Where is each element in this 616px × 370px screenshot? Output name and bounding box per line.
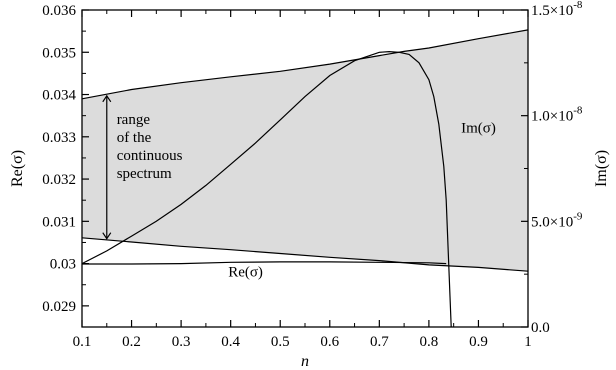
- y-right-axis-label: Im(σ): [593, 150, 610, 187]
- band-lower-edge: [81, 237, 529, 272]
- y-left-tick-label: 0.033: [42, 130, 76, 146]
- y-left-axis-label: Re(σ): [9, 150, 26, 187]
- x-tick-label: 0.2: [122, 334, 141, 350]
- range-label-line-2: of the: [117, 130, 152, 146]
- y-left-tick-label: 0.034: [42, 88, 76, 104]
- y-left-tick-label: 0.032: [42, 172, 76, 188]
- x-tick-label: 0.3: [172, 334, 191, 350]
- continuous-spectrum-band: [82, 29, 528, 272]
- x-tick-label: 1: [524, 334, 532, 350]
- y-right-tick-label: 0.0: [531, 320, 550, 336]
- y-right-tick-label: 1.5×10-8: [531, 0, 583, 19]
- x-tick-label: 0.1: [73, 334, 92, 350]
- x-axis-ticks: 0.1 0.2 0.3 0.4 0.5 0.6 0.7 0.8 0.9 1: [73, 10, 532, 350]
- y-left-tick-label: 0.029: [42, 299, 76, 315]
- series-re-sigma-line: [82, 261, 447, 265]
- range-label-line-3: continuous: [117, 148, 183, 164]
- x-tick-label: 0.4: [221, 334, 240, 350]
- im-sigma-curve-label: Im(σ): [461, 121, 496, 137]
- y-left-axis-ticks: 0.029 0.03 0.031 0.032 0.033 0.034 0.035 0.036: [42, 3, 89, 315]
- range-arrow-head-top: [102, 94, 112, 103]
- y-right-tick-label: 1.0×10-8: [531, 105, 583, 125]
- y-left-tick-label: 0.036: [42, 3, 76, 19]
- re-sigma-curve-label: Re(σ): [228, 264, 263, 280]
- x-axis-label: n: [301, 353, 309, 370]
- x-tick-label: 0.5: [271, 334, 290, 350]
- x-tick-label: 0.9: [469, 334, 488, 350]
- series-im-sigma-line: [81, 50, 452, 328]
- x-tick-label: 0.6: [320, 334, 339, 350]
- y-left-tick-label: 0.03: [50, 257, 76, 273]
- range-label-line-1: range: [117, 112, 151, 128]
- x-tick-label: 0.7: [370, 334, 389, 350]
- x-tick-label: 0.8: [420, 334, 439, 350]
- y-left-tick-label: 0.035: [42, 45, 76, 61]
- y-right-tick-label: 5.0×10-9: [531, 210, 583, 230]
- range-arrow: [102, 94, 112, 240]
- range-label-line-4: spectrum: [117, 166, 172, 182]
- range-arrow-head-bottom: [102, 232, 112, 240]
- y-right-axis-ticks: 0.0 5.0×10-9 1.0×10-8 1.5×10-8: [521, 0, 583, 336]
- band-upper-edge: [81, 29, 529, 100]
- y-left-tick-label: 0.031: [42, 214, 76, 230]
- plot-area: range of the continuous spectrum Im(σ) R…: [81, 29, 529, 328]
